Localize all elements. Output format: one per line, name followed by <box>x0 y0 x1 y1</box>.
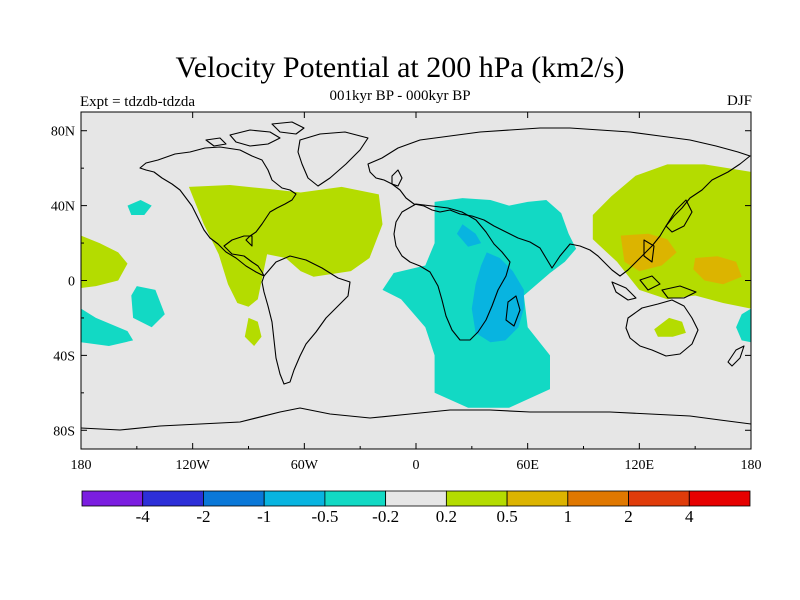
colorbar-label: 1 <box>564 507 573 526</box>
colorbar-swatch <box>263 490 326 507</box>
colorbar-swatch <box>324 490 387 507</box>
lat-tick-label: 40N <box>51 200 75 215</box>
colorbar-swatch <box>445 490 508 507</box>
colorbar-label: -0.2 <box>372 507 399 526</box>
coast-british-isles <box>391 169 403 187</box>
colorbar-label: 0.5 <box>496 507 517 526</box>
season-label: DJF <box>726 93 752 109</box>
longitude-axis: 180 120W 60W 0 60E 120E 180 <box>71 112 762 473</box>
experiment-label: Expt = tdzdb-tdzda <box>80 94 196 110</box>
region-tasman-negative <box>736 308 751 343</box>
region-east-pacific-positive <box>81 235 128 288</box>
coast-north-america <box>139 146 297 277</box>
subtitle: 001kyr BP - 000kyr BP <box>329 88 471 104</box>
colorbar-label: -0.5 <box>311 507 338 526</box>
coast-madagascar <box>505 295 521 327</box>
region-africa-negative-core-a <box>456 224 482 247</box>
colorbar-label: 2 <box>624 507 633 526</box>
coast-arctic-islands <box>205 121 305 147</box>
colorbar-label: -4 <box>136 507 151 526</box>
anomaly-regions <box>81 164 751 408</box>
coast-south-america <box>261 255 351 385</box>
lat-tick-label: 0 <box>68 275 75 290</box>
lon-tick-label: 60E <box>516 458 539 473</box>
colorbar-label: -2 <box>196 507 210 526</box>
coast-africa <box>393 203 511 341</box>
colorbar-swatch <box>688 490 751 507</box>
region-australia-positive <box>654 317 686 337</box>
lon-tick-label: 180 <box>741 458 762 473</box>
colorbar: -4 -2 -1 -0.5 -0.2 0.2 0.5 1 2 4 <box>81 490 751 526</box>
region-asia-pacific-positive-core-a <box>620 233 677 272</box>
coast-maritime-continent <box>611 239 697 301</box>
region-north-pacific-negative <box>127 200 152 215</box>
colorbar-label: -1 <box>257 507 271 526</box>
lon-tick-label: 120E <box>625 458 655 473</box>
page-title: Velocity Potential at 200 hPa (km2/s) <box>175 51 625 84</box>
lat-tick-label: 80N <box>51 125 75 140</box>
latitude-axis: 80N 40N 0 40S 80S <box>51 125 751 439</box>
colorbar-swatch <box>81 490 144 507</box>
coast-japan <box>665 199 693 233</box>
colorbar-swatch <box>385 490 447 507</box>
lon-tick-label: 120W <box>176 458 211 473</box>
coast-greenland <box>297 131 369 187</box>
region-north-america-positive <box>188 185 383 307</box>
colorbar-swatch <box>506 490 569 507</box>
lon-tick-label: 60W <box>291 458 319 473</box>
region-south-america-positive <box>244 317 262 346</box>
colorbar-swatch <box>142 490 204 507</box>
region-south-pacific-negative <box>131 286 165 328</box>
coast-australia <box>625 299 699 357</box>
coast-eurasia <box>367 127 751 277</box>
colorbar-label: 0.2 <box>436 507 457 526</box>
region-africa-negative-core-b <box>471 252 524 343</box>
lon-tick-label: 0 <box>413 458 420 473</box>
lon-tick-label: 180 <box>71 458 92 473</box>
coastlines <box>81 121 751 431</box>
region-asia-pacific-positive-core-b <box>693 256 742 285</box>
colorbar-swatch <box>567 490 629 507</box>
colorbar-swatch <box>628 490 690 507</box>
colorbar-label: 4 <box>685 507 694 526</box>
region-far-south-pacific-negative <box>81 308 134 346</box>
colorbar-swatch <box>203 490 265 507</box>
lat-tick-label: 40S <box>53 349 75 364</box>
coast-new-zealand <box>727 345 745 367</box>
coast-antarctica <box>81 407 751 431</box>
lat-tick-label: 80S <box>53 424 75 439</box>
